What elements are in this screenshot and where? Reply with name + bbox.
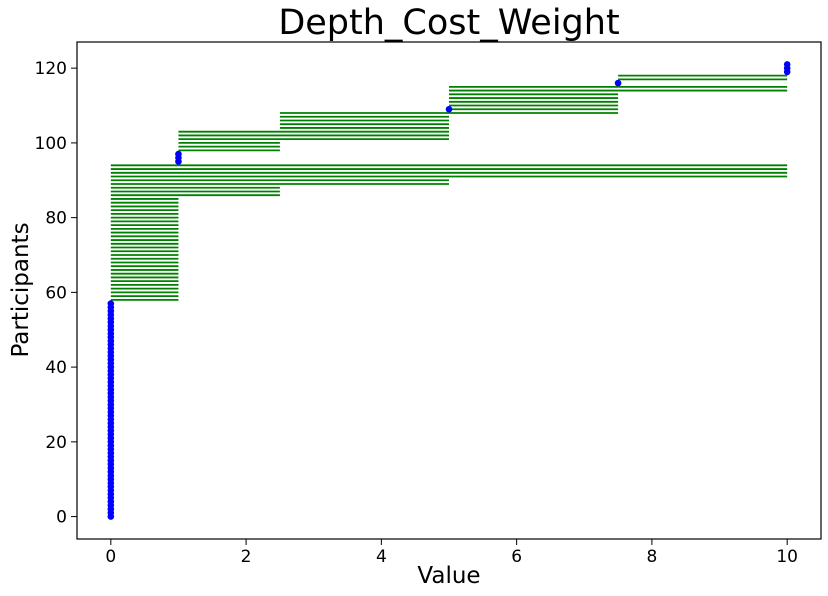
y-tick-label: 100: [35, 134, 67, 154]
data-point: [175, 150, 182, 158]
data-point: [614, 79, 622, 87]
y-axis-label: Participants: [8, 222, 34, 357]
y-axis: 0 20 40 60 80 100 120: [35, 59, 77, 528]
data-point: [783, 61, 791, 68]
y-tick-label: 20: [45, 433, 67, 453]
x-tick-label: 6: [511, 547, 522, 567]
data-point: [107, 300, 115, 307]
x-tick-label: 2: [241, 547, 252, 567]
y-tick-label: 80: [45, 209, 67, 229]
plot-frame: [76, 41, 822, 540]
x-tick-label: 10: [776, 547, 798, 567]
plot-data: [107, 61, 791, 520]
y-tick-label: 0: [56, 508, 67, 528]
data-point: [445, 105, 453, 113]
x-axis-label: Value: [417, 563, 480, 589]
x-tick-label: 4: [376, 547, 387, 567]
x-tick-label: 8: [646, 547, 657, 567]
y-tick-label: 40: [45, 358, 67, 378]
y-tick-label: 60: [45, 283, 67, 303]
y-tick-label: 120: [35, 59, 67, 79]
x-axis: 0 2 4 6 8 10: [105, 539, 798, 567]
chart-title: Depth_Cost_Weight: [278, 3, 619, 43]
x-tick-label: 0: [105, 547, 116, 567]
